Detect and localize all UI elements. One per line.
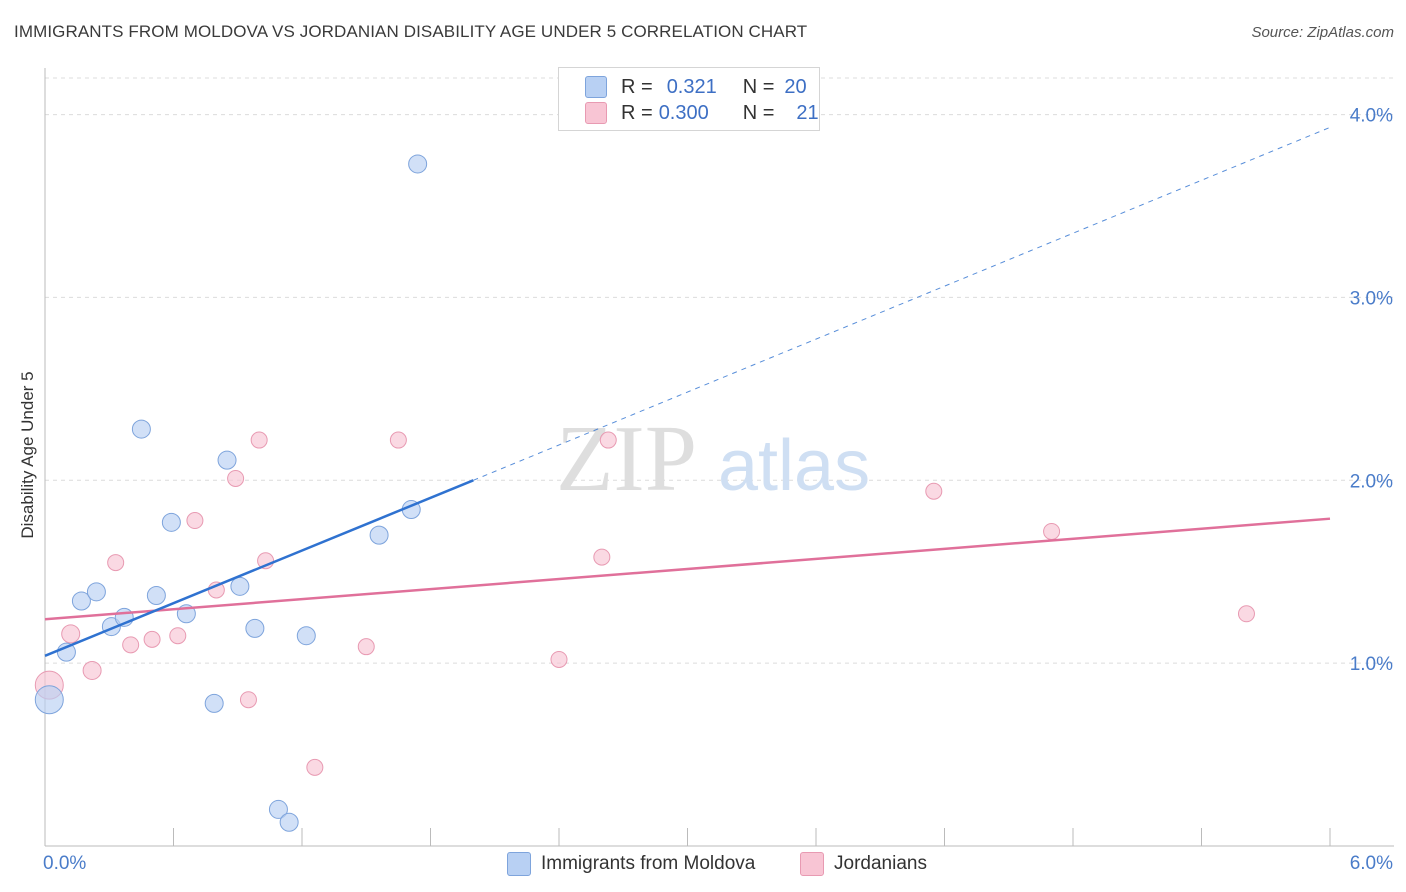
point-jordanians: [61, 624, 81, 644]
point-jordanians: [227, 469, 245, 487]
point-jordanians: [925, 482, 943, 500]
point-moldova: [86, 582, 106, 602]
legend-swatch-blue: [585, 76, 607, 98]
legend-n-label: N =: [742, 75, 775, 98]
point-jordanians: [82, 660, 102, 680]
point-jordanians: [107, 554, 125, 572]
x-tick-label-max: 6.0%: [1350, 853, 1393, 874]
point-jordanians: [593, 548, 611, 566]
gridlines: [45, 77, 1394, 664]
legend-n-value: 21: [796, 101, 819, 124]
point-moldova: [268, 799, 288, 819]
point-moldova: [34, 685, 64, 715]
trend-line-moldova: [44, 479, 474, 657]
point-jordanians: [599, 431, 617, 449]
point-jordanians: [143, 630, 161, 648]
stats-legend: R = 0.321 N = 20 R = 0.300 N = 21: [558, 67, 820, 131]
point-moldova: [408, 154, 428, 174]
point-moldova: [279, 812, 299, 832]
legend-row-moldova: R = 0.321 N = 20: [585, 74, 807, 100]
source-label: Source: ZipAtlas.com: [1251, 24, 1394, 41]
legend-r-value: 0.300: [658, 101, 709, 124]
point-jordanians: [1237, 605, 1255, 623]
point-jordanians: [306, 758, 324, 776]
watermark-atlas: atlas: [718, 426, 870, 506]
trend-lines: [44, 126, 1331, 657]
point-moldova: [296, 626, 316, 646]
point-jordanians: [122, 636, 140, 654]
axes: [44, 68, 1394, 847]
y-tick-label: 2.0%: [1350, 471, 1393, 492]
point-jordanians: [239, 691, 257, 709]
y-tick-label: 4.0%: [1350, 106, 1393, 127]
point-jordanians: [357, 638, 375, 656]
legend-n-label: N =: [742, 101, 775, 124]
legend-n-value: 20: [784, 75, 807, 98]
point-moldova: [230, 576, 250, 596]
trend-line-moldova-extension: [473, 126, 1331, 481]
bottom-legend-jordanians: Jordanians: [800, 852, 927, 876]
bottom-legend-label-jordanians: Jordanians: [834, 853, 927, 874]
x-tick-label-min: 0.0%: [43, 853, 86, 874]
bottom-legend-moldova: Immigrants from Moldova: [507, 852, 755, 876]
bottom-legend-swatch-pink: [800, 852, 824, 876]
point-jordanians: [389, 431, 407, 449]
point-jordanians: [169, 627, 187, 645]
point-moldova: [71, 591, 91, 611]
tick-labels: 1.0% 2.0% 3.0% 4.0% 0.0% 6.0%: [43, 106, 1393, 874]
watermark-zip: ZIP: [556, 407, 697, 511]
point-jordanians: [250, 431, 268, 449]
point-moldova: [146, 585, 166, 605]
y-tick-label: 3.0%: [1350, 288, 1393, 309]
legend-r-label: R =: [621, 101, 653, 124]
point-jordanians: [550, 650, 568, 668]
chart-title: IMMIGRANTS FROM MOLDOVA VS JORDANIAN DIS…: [14, 22, 808, 41]
point-moldova: [204, 693, 224, 713]
legend-r-value: 0.321: [666, 75, 717, 98]
data-points: [34, 154, 1255, 832]
point-moldova: [245, 618, 265, 638]
bottom-legend-label-moldova: Immigrants from Moldova: [541, 853, 756, 874]
point-moldova: [161, 512, 181, 532]
point-jordanians: [186, 512, 204, 530]
point-moldova: [131, 419, 151, 439]
y-tick-label: 1.0%: [1350, 654, 1393, 675]
bottom-legend-swatch-blue: [507, 852, 531, 876]
point-jordanians: [1043, 522, 1061, 540]
point-moldova: [217, 450, 237, 470]
legend-r-label: R =: [621, 75, 653, 98]
trend-line-jordanians: [44, 517, 1331, 621]
point-moldova: [369, 525, 389, 545]
legend-swatch-pink: [585, 102, 607, 124]
legend-row-jordanians: R = 0.300 N = 21: [585, 100, 819, 126]
